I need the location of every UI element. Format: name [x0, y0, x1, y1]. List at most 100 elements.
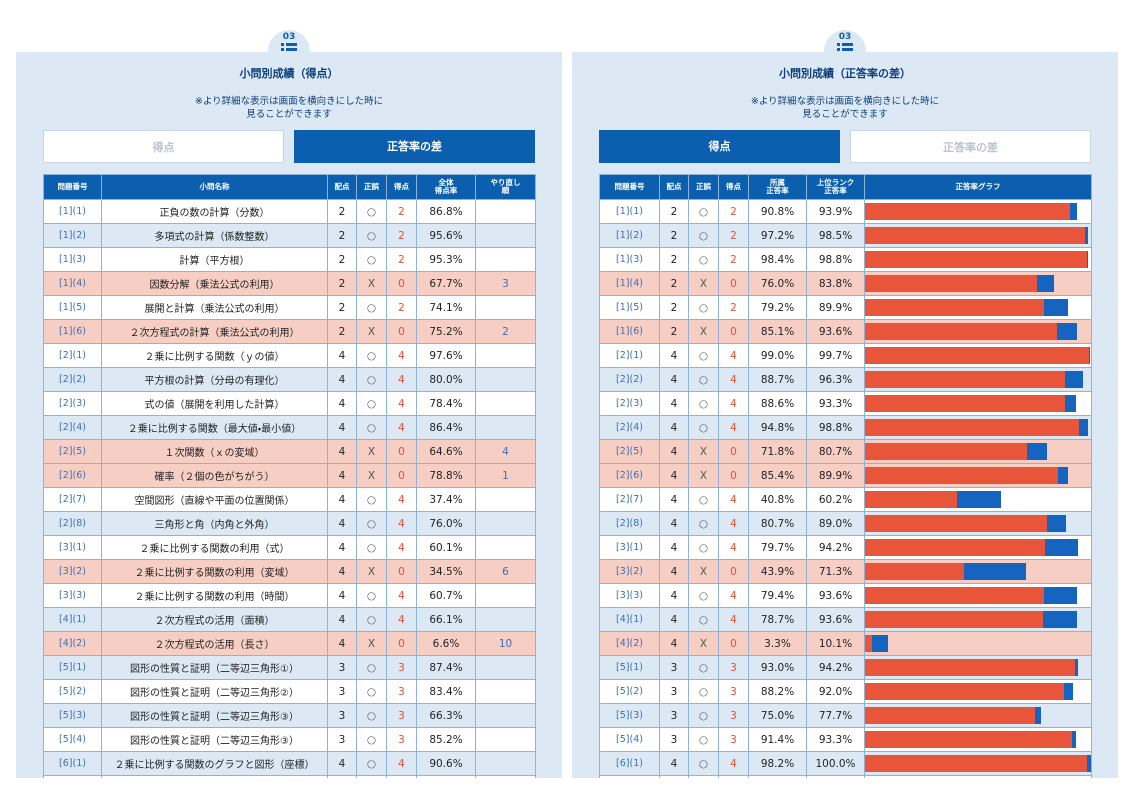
points: 3 [327, 727, 357, 752]
question-id: [3](1) [599, 535, 660, 560]
score: 2 [386, 223, 417, 248]
points: 4 [327, 367, 357, 392]
question-name: 因数分解（乗法公式の利用） [101, 271, 328, 296]
points: 4 [659, 391, 689, 416]
points: 2 [659, 223, 689, 248]
question-name: 三角形と角（内角と外角） [101, 511, 328, 536]
school-bar [865, 467, 1058, 484]
question-name: 図形の性質と証明（二等辺三角形③） [101, 727, 328, 752]
table-row: [2](4) ２乗に比例する関数（最大値・最小値） 4 ○ 4 86.4% [43, 415, 536, 440]
result: ○ [688, 775, 719, 778]
question-name: 平方根の計算（分母の有理化） [101, 367, 328, 392]
result: ○ [356, 295, 387, 320]
column-header: 配点 [327, 174, 357, 200]
result: ○ [688, 607, 719, 632]
retry-order: 2 [475, 319, 536, 344]
retry-order [475, 583, 536, 608]
table-row: [1](1) 正負の数の計算（分数） 2 ○ 2 86.8% [43, 199, 536, 224]
overall-rate: 97.6% [416, 343, 476, 368]
school-rate: 88.2% [748, 679, 807, 704]
result: ○ [356, 607, 387, 632]
question-id: [2](1) [599, 343, 660, 368]
result: ○ [356, 487, 387, 512]
school-bar [865, 683, 1065, 700]
tab-button[interactable]: 得点 [43, 130, 284, 163]
school-bar [865, 659, 1076, 676]
header-line: 正答率 [824, 186, 847, 195]
header-line: 問題番号 [57, 181, 88, 191]
result: X [356, 559, 387, 584]
result: ○ [356, 199, 387, 224]
overall-rate: 66.3% [416, 703, 476, 728]
school-bar [865, 227, 1085, 244]
question-id: [2](8) [599, 511, 660, 536]
points: 4 [659, 583, 689, 608]
question-name: ２次方程式の活用（面積） [101, 607, 328, 632]
question-id: [2](1) [43, 343, 102, 368]
school-bar [865, 443, 1028, 460]
table-body: [1](1) 2 ○ 2 90.8% 93.9% [1](2) 2 ○ 2 97.2% 98.5% [1… [599, 199, 1092, 778]
top-rank-rate: 94.2% [806, 535, 865, 560]
score: 4 [718, 583, 749, 608]
tab-button[interactable]: 得点 [599, 130, 840, 163]
table-row: [5](4) 3 ○ 3 91.4% 93.3% [599, 727, 1092, 752]
school-bar [865, 707, 1035, 724]
header-row: 問題番号 配点 正誤 得点 所属 正答率 上位ランク 正答率 正答率グラフ [599, 174, 1092, 200]
question-id: [3](2) [43, 559, 102, 584]
school-rate: 79.2% [748, 295, 807, 320]
tab-button[interactable]: 正答率の差 [294, 130, 535, 163]
question-id: [4](2) [43, 631, 102, 656]
points: 4 [659, 367, 689, 392]
school-bar [865, 731, 1072, 748]
top-rank-rate: 99.7% [806, 343, 865, 368]
retry-order: 6 [475, 559, 536, 584]
top-rank-rate: 89.9% [806, 463, 865, 488]
header-line: 得点 [726, 181, 741, 191]
score-table: 問題番号 小問名称 配点 正誤 得点 全体 得点率 やり直し順 [1](1) 正負の数の計算（分数… [43, 174, 536, 778]
question-id: [5](4) [599, 727, 660, 752]
retry-order [475, 223, 536, 248]
result: ○ [688, 679, 719, 704]
school-rate: 3.3% [748, 631, 807, 656]
score: 4 [718, 391, 749, 416]
note-line: ※より詳細な表示は画面を横向きにした時に [194, 96, 384, 107]
question-name: ２乗に比例する関数（最大値・最小値） [101, 415, 328, 440]
rate-graph [864, 319, 1092, 344]
table-row: [2](2) 4 ○ 4 88.7% 96.3% [599, 367, 1092, 392]
table-row: [4](1) 4 ○ 4 78.7% 93.6% [599, 607, 1092, 632]
question-id: [2](2) [43, 367, 102, 392]
question-id: [1](6) [43, 319, 102, 344]
question-id: [5](4) [43, 727, 102, 752]
table-row: [1](6) 2 X 0 85.1% 93.6% [599, 319, 1092, 344]
score: 2 [718, 199, 749, 224]
score: 0 [386, 439, 417, 464]
points: 2 [327, 319, 357, 344]
result: ○ [356, 775, 387, 778]
retry-order [475, 535, 536, 560]
column-header: 全体 得点率 [416, 174, 476, 200]
score: 2 [386, 199, 417, 224]
result: ○ [688, 367, 719, 392]
points: 3 [659, 679, 689, 704]
tab-button[interactable]: 正答率の差 [850, 130, 1091, 163]
retry-order [475, 487, 536, 512]
points: 2 [327, 295, 357, 320]
question-id: [5](1) [599, 655, 660, 680]
top-rank-rate: 93.3% [806, 727, 865, 752]
table-row: [1](5) 展開と計算（乗法公式の利用） 2 ○ 2 74.1% [43, 295, 536, 320]
retry-order: 3 [475, 271, 536, 296]
top-rank-rate: 10.1% [806, 631, 865, 656]
points: 4 [327, 391, 357, 416]
table-row: [1](3) 計算（平方根） 2 ○ 2 95.3% [43, 247, 536, 272]
rate-graph [864, 367, 1092, 392]
question-id: [1](1) [599, 199, 660, 224]
column-header: やり直し順 [475, 174, 536, 200]
rate-graph [864, 343, 1092, 368]
school-bar [865, 371, 1066, 388]
rate-graph [864, 511, 1092, 536]
score: 0 [386, 463, 417, 488]
question-id: [2](6) [43, 463, 102, 488]
result: ○ [688, 487, 719, 512]
table-row: [2](7) 空間図形（直線や平面の位置関係） 4 ○ 4 37.4% [43, 487, 536, 512]
header-line: 順 [501, 186, 510, 195]
